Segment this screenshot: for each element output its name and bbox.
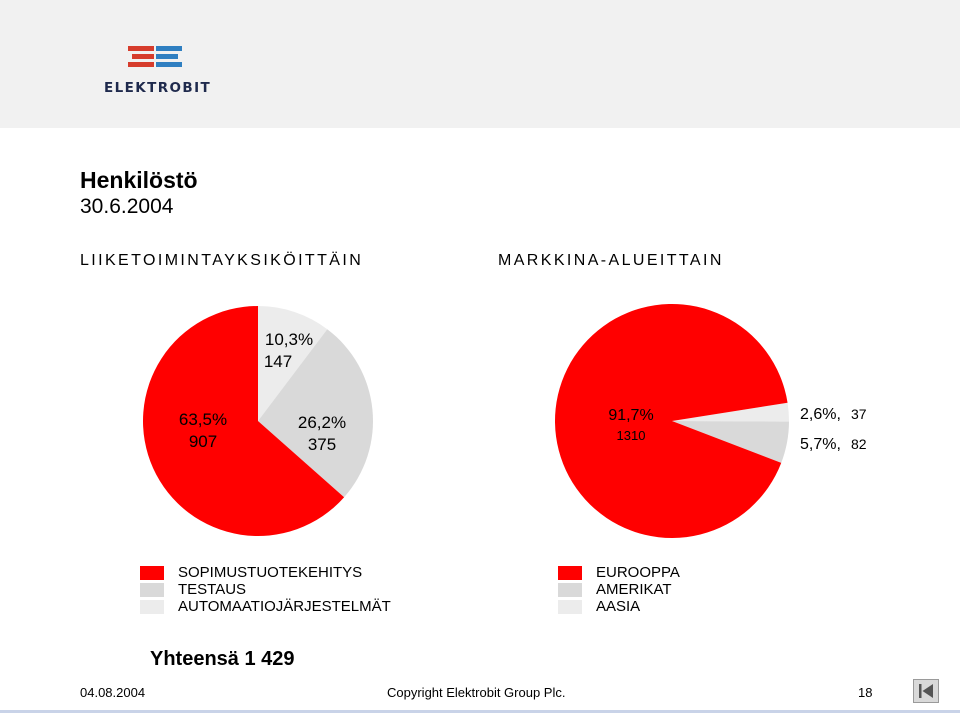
chart-1-title: LIIKETOIMINTAYKSIKÖITTÄIN	[80, 252, 364, 269]
footer-divider	[0, 710, 960, 713]
slice-label-sopimus-percent: 63,5%	[179, 410, 227, 429]
slice-label-aasia-count: 37	[851, 406, 867, 422]
legend-label: SOPIMUSTUOTEKEHITYS	[178, 564, 363, 581]
legend-swatch	[558, 599, 582, 614]
slice-label-sopimus-count: 907	[189, 432, 217, 451]
legend-swatch	[558, 565, 582, 580]
pie-chart-market-areas	[554, 303, 790, 538]
slice-label-testaus-percent: 26,2%	[298, 413, 346, 432]
pie-slice-testaus	[258, 329, 373, 498]
pie-slice-amerikat	[672, 421, 789, 463]
pie-1-labels: 10,3% 147 26,2% 375 63,5% 907	[179, 330, 346, 454]
pie-slice-automaatiojärjestelmät	[258, 306, 328, 421]
footer-date: 04.08.2004	[80, 685, 146, 700]
legend-swatch	[558, 582, 582, 597]
slice-label-aasia-percent: 2,6%,	[800, 406, 841, 423]
pie-slice-sopimustuotekehitys	[142, 306, 345, 536]
legend-item: EUROOPPA	[558, 564, 680, 581]
legend-item: SOPIMUSTUOTEKEHITYS	[140, 564, 391, 581]
page-title: Henkilöstö	[80, 167, 198, 193]
first-slide-button[interactable]	[913, 679, 939, 703]
chart-2-title: MARKKINA-ALUEITTAIN	[498, 252, 724, 269]
slice-label-testaus-count: 375	[308, 435, 336, 454]
legend-label: TESTAUS	[178, 581, 247, 598]
legend-item: AASIA	[558, 598, 680, 615]
legend-label: AASIA	[596, 598, 641, 615]
legend-item: AMERIKAT	[558, 581, 680, 598]
legend-item: AUTOMAATIOJÄRJESTELMÄT	[140, 598, 391, 615]
slice-label-eurooppa-percent: 91,7%	[608, 407, 653, 424]
legend-label: AMERIKAT	[596, 581, 672, 598]
pie-chart-business-units	[142, 306, 373, 536]
pie-slice-eurooppa	[554, 303, 788, 538]
page-subtitle: 30.6.2004	[80, 195, 174, 218]
legend-swatch	[140, 599, 164, 614]
first-slide-icon	[919, 684, 933, 698]
legend-label: AUTOMAATIOJÄRJESTELMÄT	[178, 598, 391, 615]
legend-label: EUROOPPA	[596, 564, 680, 581]
pie-slice-aasia	[672, 402, 790, 422]
total-headcount: Yhteensä 1 429	[150, 648, 295, 670]
legend-business-units: SOPIMUSTUOTEKEHITYS TESTAUS AUTOMAATIOJÄ…	[140, 564, 391, 615]
slice-label-automaatio-count: 147	[264, 352, 292, 371]
slice-label-automaatio-percent: 10,3%	[265, 330, 313, 349]
legend-swatch	[140, 582, 164, 597]
legend-swatch	[140, 565, 164, 580]
slice-label-amerikat-percent: 5,7%,	[800, 436, 841, 453]
eb-logo-mark	[128, 46, 182, 67]
legend-market-areas: EUROOPPA AMERIKAT AASIA	[558, 564, 680, 615]
logo-wordmark: ELEKTROBIT	[104, 80, 212, 96]
footer-copyright: Copyright Elektrobit Group Plc.	[387, 685, 566, 700]
legend-item: TESTAUS	[140, 581, 391, 598]
slice-label-eurooppa-count: 1310	[617, 428, 646, 443]
elektrobit-logo: ELEKTROBIT	[104, 40, 214, 100]
page-number: 18	[858, 685, 873, 700]
pie-2-labels: 91,7% 1310 2,6%, 37 5,7%, 82	[608, 406, 866, 453]
pie-charts: 10,3% 147 26,2% 375 63,5% 907 91,7% 1310…	[142, 303, 867, 538]
slice-label-amerikat-count: 82	[851, 436, 867, 452]
